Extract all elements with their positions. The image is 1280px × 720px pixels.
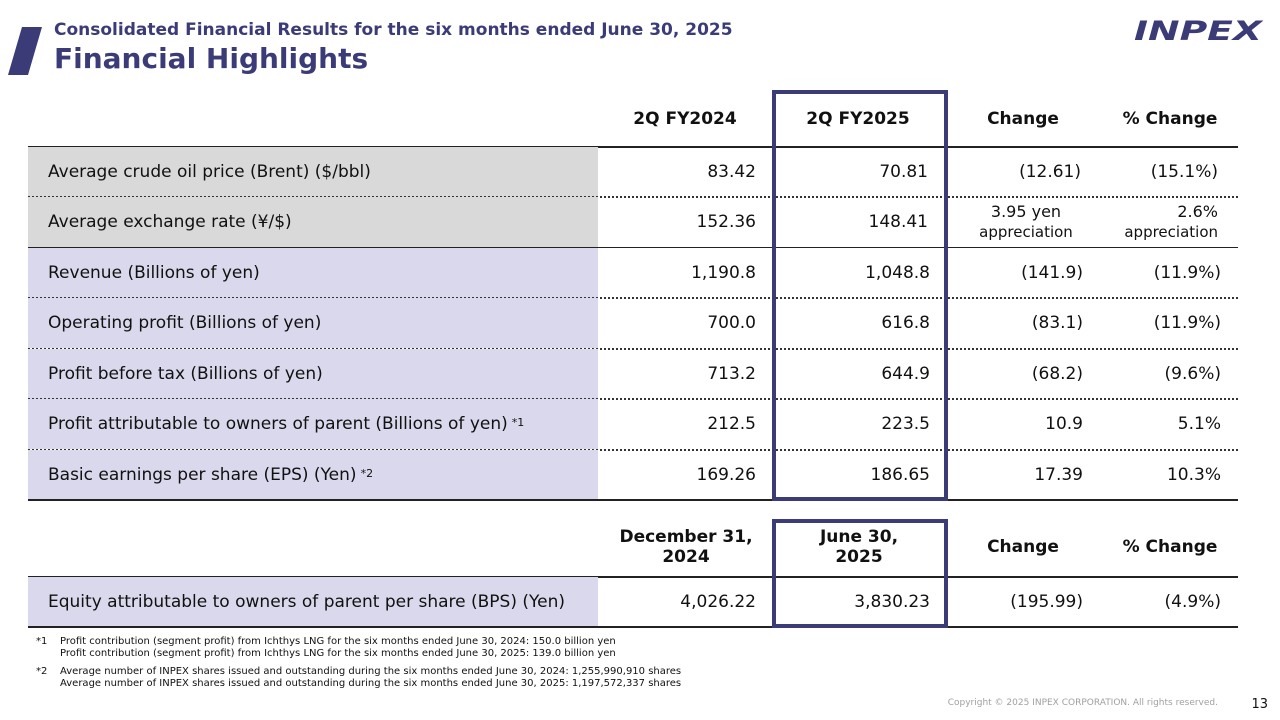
table-row: Operating profit (Billions of yen) 700.0… (28, 298, 1238, 348)
col-header-change: Change (987, 109, 1059, 129)
footnote-line: Average number of INPEX shares issued an… (60, 678, 682, 689)
row-divider (28, 297, 1238, 299)
value-pct-change: (9.6%) (1164, 364, 1221, 384)
financial-highlights-table: 2Q FY2024 2Q FY2025 Change % Change Aver… (28, 90, 1238, 502)
logo-text: INPEX (1134, 16, 1264, 46)
fy2025-highlight-box (772, 90, 948, 501)
accent-bar (8, 27, 42, 75)
value-2q-fy2025: 616.8 (881, 313, 930, 333)
value-2q-fy2024: 169.26 (696, 465, 756, 485)
row-label: Profit before tax (Billions of yen) (28, 349, 598, 399)
value-2q-fy2025: 644.9 (881, 364, 930, 384)
value-pct-change: 5.1% (1177, 414, 1221, 434)
value-2q-fy2024: 212.5 (707, 414, 756, 434)
value-pct-change: (15.1%) (1150, 162, 1218, 182)
inpex-logo: INPEX (1134, 16, 1264, 46)
footnote-2: *2 Average number of INPEX shares issued… (36, 666, 756, 690)
table-row: Profit attributable to owners of parent … (28, 399, 1238, 449)
value-change: (83.1) (1031, 313, 1083, 333)
table-header: December 31, 2024 June 30, 2025 Change %… (28, 518, 1238, 576)
value-change: (141.9) (1021, 263, 1083, 283)
value-2q-fy2024: 700.0 (707, 313, 756, 333)
value-2q-fy2025: 70.81 (879, 162, 928, 182)
col-header-pct-change: % Change (1122, 537, 1218, 557)
value-pct-change: (11.9%) (1153, 313, 1221, 333)
value-2q-fy2025: 223.5 (881, 414, 930, 434)
value-2q-fy2024: 713.2 (707, 364, 756, 384)
row-label: Operating profit (Billions of yen) (28, 298, 598, 348)
value-jun-2025: 3,830.23 (854, 592, 930, 612)
col-header-dec-2024: December 31, 2024 (619, 527, 753, 567)
col-header-2q-fy2025: 2Q FY2025 (806, 109, 910, 129)
footnote-ref: *2 (360, 466, 374, 480)
footnote-1: *1 Profit contribution (segment profit) … (36, 636, 736, 660)
row-divider (28, 196, 1238, 198)
table-row: Average exchange rate (¥/$) 152.36 148.4… (28, 197, 1238, 247)
value-change: (12.61) (1019, 162, 1081, 182)
bps-table: December 31, 2024 June 30, 2025 Change %… (28, 518, 1238, 630)
footnote-mark: *2 (36, 666, 48, 677)
change-qualifier: appreciation (979, 223, 1073, 241)
row-divider (28, 449, 1238, 451)
row-divider (28, 398, 1238, 400)
report-subtitle: Consolidated Financial Results for the s… (54, 20, 733, 40)
footnote-line: Profit contribution (segment profit) fro… (60, 636, 616, 647)
row-label: Basic earnings per share (EPS) (Yen) *2 (28, 450, 598, 500)
table-row: Profit before tax (Billions of yen) 713.… (28, 349, 1238, 399)
value-pct-change: 10.3% (1166, 465, 1221, 485)
value-2q-fy2025: 186.65 (870, 465, 930, 485)
table-row: Basic earnings per share (EPS) (Yen) *2 1… (28, 450, 1238, 500)
table-row: Equity attributable to owners of parent … (28, 577, 1238, 627)
footnote-ref: *1 (511, 415, 525, 429)
header-rule (28, 146, 1238, 148)
page-number: 13 (1251, 697, 1268, 712)
row-label: Equity attributable to owners of parent … (28, 577, 598, 627)
row-label: Revenue (Billions of yen) (28, 248, 598, 298)
value-pct-change: (11.9%) (1153, 263, 1221, 283)
col-header-2q-fy2024: 2Q FY2024 (633, 109, 737, 129)
value-pct-change: 2.6% appreciation (1124, 197, 1218, 247)
value-dec-2024: 4,026.22 (680, 592, 756, 612)
copyright-notice: Copyright © 2025 INPEX CORPORATION. All … (947, 698, 1218, 708)
col-header-change: Change (987, 537, 1059, 557)
footnote-line: Average number of INPEX shares issued an… (60, 666, 682, 677)
col-header-jun-2025: June 30, 2025 (819, 527, 899, 567)
footnote-line: Profit contribution (segment profit) fro… (60, 648, 616, 659)
col-header-pct-change: % Change (1122, 109, 1218, 129)
value-2q-fy2024: 1,190.8 (691, 263, 756, 283)
row-label: Profit attributable to owners of parent … (28, 399, 598, 449)
pct-amount: 2.6% (1177, 202, 1218, 221)
value-change: 3.95 yen appreciation (971, 197, 1081, 247)
value-pct-change: (4.9%) (1164, 592, 1221, 612)
row-label: Average crude oil price (Brent) ($/bbl) (28, 147, 598, 197)
table-header: 2Q FY2024 2Q FY2025 Change % Change (28, 92, 1238, 146)
row-divider (28, 348, 1238, 350)
value-change: 10.9 (1045, 414, 1083, 434)
value-2q-fy2025: 1,048.8 (865, 263, 930, 283)
value-2q-fy2024: 152.36 (696, 212, 756, 232)
jun-2025-highlight-box (772, 519, 948, 628)
table-row: Revenue (Billions of yen) 1,190.8 1,048.… (28, 248, 1238, 298)
page-title: Financial Highlights (54, 42, 369, 75)
value-2q-fy2025: 148.41 (868, 212, 928, 232)
footnote-mark: *1 (36, 636, 48, 647)
header-rule (28, 576, 1238, 578)
value-change: (68.2) (1031, 364, 1083, 384)
pct-qualifier: appreciation (1124, 223, 1218, 241)
row-divider (28, 247, 1238, 248)
table-bottom-rule (28, 499, 1238, 501)
row-label: Average exchange rate (¥/$) (28, 197, 598, 247)
value-change: (195.99) (1010, 592, 1083, 612)
table-row: Average crude oil price (Brent) ($/bbl) … (28, 147, 1238, 197)
value-change: 17.39 (1034, 465, 1083, 485)
value-2q-fy2024: 83.42 (707, 162, 756, 182)
change-amount: 3.95 yen (990, 202, 1062, 221)
table-bottom-rule (28, 626, 1238, 628)
